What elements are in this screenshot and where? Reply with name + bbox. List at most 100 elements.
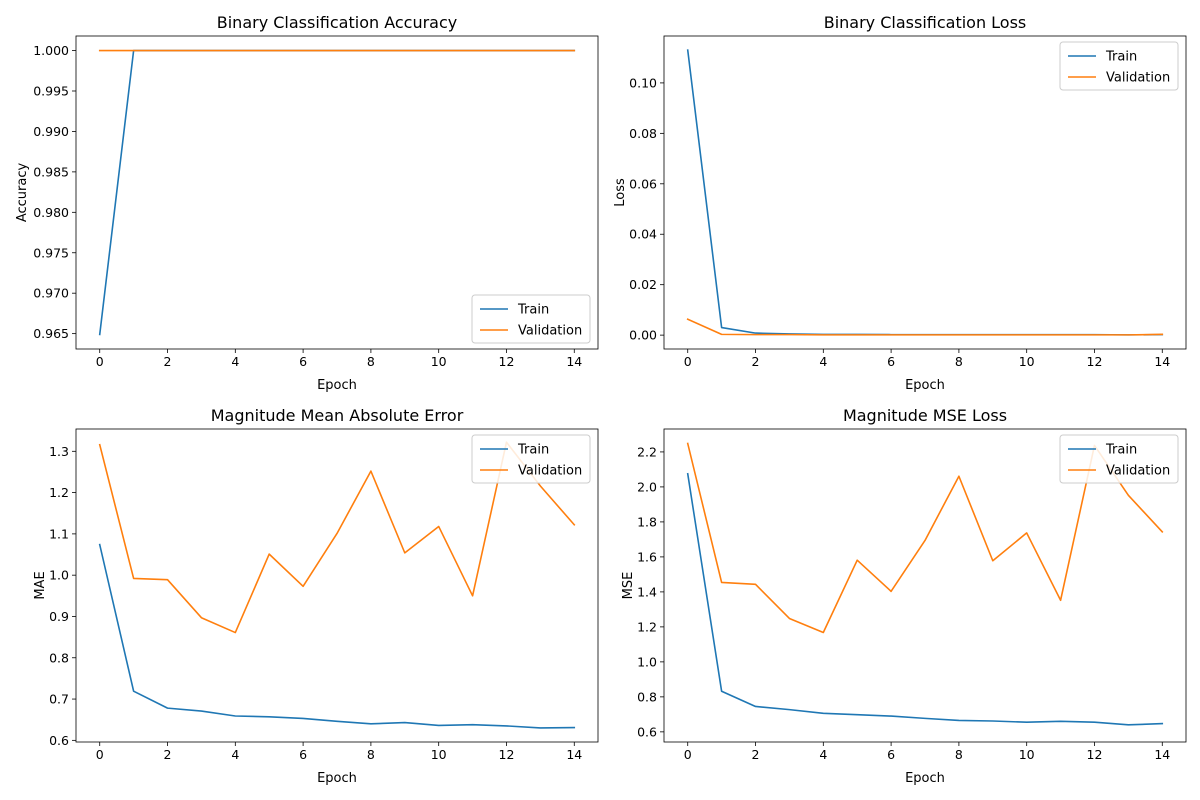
y-tick-label: 0.985 [33, 164, 69, 179]
y-tick-label: 1.6 [637, 549, 657, 564]
x-tick-label: 6 [299, 747, 307, 762]
chart-panel-4: Magnitude MSE Loss 0 2 4 6 8 10 12 14 0.6 0.8 1.0 1.… [621, 406, 1187, 786]
x-tick-label: 2 [752, 354, 760, 369]
y-tick-label: 0.7 [49, 692, 69, 707]
legend-label-train: Train [1105, 50, 1137, 65]
x-tick-label: 2 [752, 747, 760, 762]
x-tick-label: 12 [1087, 747, 1103, 762]
x-tick-label: 4 [231, 354, 239, 369]
x-axis-label: Epoch [905, 771, 945, 786]
y-tick-label: 0.975 [33, 245, 69, 260]
legend-box [1059, 41, 1179, 91]
series-line-train [686, 472, 1164, 726]
legend: Train Validation [1059, 41, 1179, 91]
chart-panel-2: Binary Classification Loss 0 2 4 6 8 10 12 14 0.0… [613, 13, 1187, 393]
x-tick-label: 14 [1154, 747, 1170, 762]
legend: Train Validation [471, 434, 591, 484]
chart-title: Binary Classification Loss [824, 13, 1027, 32]
chart-title: Binary Classification Accuracy [217, 13, 458, 32]
chart-panel-3: Magnitude Mean Absolute Error 0 2 4 6 8 10 12 14… [33, 406, 599, 786]
y-tick-label: 0.8 [637, 689, 657, 704]
x-tick-label: 10 [431, 747, 447, 762]
legend-label-train: Train [1105, 443, 1137, 458]
y-tick-label: 0.6 [637, 724, 657, 739]
legend-label-validation: Validation [1106, 464, 1170, 479]
y-tick-label: 0.02 [629, 277, 657, 292]
y-tick-label: 0.8 [49, 650, 69, 665]
x-tick-label: 14 [1154, 354, 1170, 369]
series-line-train [98, 543, 576, 729]
x-tick-label: 2 [164, 354, 172, 369]
y-axis-label: MSE [621, 572, 636, 600]
y-tick-label: 0.04 [629, 227, 657, 242]
y-tick-label: 2.0 [637, 479, 657, 494]
x-tick-label: 0 [684, 747, 692, 762]
plot-frame [75, 35, 599, 350]
x-tick-label: 10 [1019, 354, 1035, 369]
legend-box [1059, 434, 1179, 484]
x-tick-label: 8 [367, 747, 375, 762]
y-tick-label: 0.995 [33, 83, 69, 98]
plot-frame [663, 428, 1187, 743]
legend-label-validation: Validation [518, 324, 582, 339]
y-tick-label: 0.990 [33, 124, 69, 139]
x-tick-label: 8 [955, 747, 963, 762]
chart-title: Magnitude Mean Absolute Error [211, 406, 464, 425]
x-tick-label: 0 [96, 354, 104, 369]
x-tick-label: 8 [955, 354, 963, 369]
chart-panel-1: Binary Classification Accuracy 0 2 4 6 8 10 12 1… [15, 13, 599, 393]
legend-box [471, 434, 591, 484]
legend: Train Validation [1059, 434, 1179, 484]
y-tick-label: 0.00 [629, 328, 657, 343]
x-tick-label: 10 [1019, 747, 1035, 762]
chart-title: Magnitude MSE Loss [843, 406, 1007, 425]
legend-label-validation: Validation [1106, 71, 1170, 86]
y-tick-label: 0.08 [629, 126, 657, 141]
series-line-validation [686, 318, 1164, 336]
y-axis-label: Loss [613, 178, 628, 207]
plot-frame [663, 35, 1187, 350]
x-tick-label: 12 [499, 747, 515, 762]
series-line-validation [686, 442, 1164, 634]
y-tick-label: 0.06 [629, 176, 657, 191]
x-axis-label: Epoch [317, 378, 357, 393]
y-tick-label: 0.9 [49, 609, 69, 624]
y-tick-label: 1.0 [637, 654, 657, 669]
plot-frame [75, 428, 599, 743]
x-tick-label: 0 [684, 354, 692, 369]
y-tick-label: 1.4 [637, 584, 657, 599]
y-tick-label: 1.000 [33, 43, 69, 58]
x-tick-label: 0 [96, 747, 104, 762]
y-axis-label: Accuracy [15, 163, 30, 223]
y-tick-label: 0.10 [629, 75, 657, 90]
y-tick-label: 2.2 [637, 444, 657, 459]
y-tick-label: 1.8 [637, 514, 657, 529]
x-tick-label: 6 [299, 354, 307, 369]
legend-label-train: Train [517, 303, 549, 318]
y-tick-label: 1.2 [49, 485, 69, 500]
x-tick-label: 14 [566, 747, 582, 762]
x-tick-label: 12 [499, 354, 515, 369]
x-tick-label: 12 [1087, 354, 1103, 369]
y-tick-label: 1.1 [49, 526, 69, 541]
y-tick-label: 1.2 [637, 619, 657, 634]
y-tick-label: 0.965 [33, 326, 69, 341]
y-tick-label: 1.3 [49, 444, 69, 459]
x-tick-label: 6 [887, 354, 895, 369]
y-axis-label: MAE [33, 571, 48, 599]
x-tick-label: 4 [819, 747, 827, 762]
y-tick-label: 0.980 [33, 205, 69, 220]
legend-box [471, 294, 591, 344]
legend-label-train: Train [517, 443, 549, 458]
x-tick-label: 14 [566, 354, 582, 369]
x-tick-label: 4 [231, 747, 239, 762]
legend: Train Validation [471, 294, 591, 344]
x-tick-label: 10 [431, 354, 447, 369]
x-tick-label: 8 [367, 354, 375, 369]
series-line-validation [98, 441, 576, 634]
y-tick-label: 0.970 [33, 286, 69, 301]
x-tick-label: 2 [164, 747, 172, 762]
x-tick-label: 6 [887, 747, 895, 762]
y-tick-label: 1.0 [49, 568, 69, 583]
